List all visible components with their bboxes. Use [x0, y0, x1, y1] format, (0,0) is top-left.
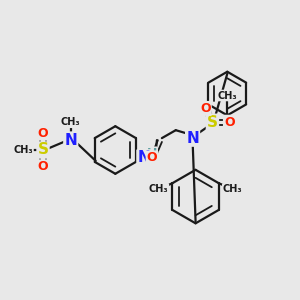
- Text: N: N: [137, 150, 150, 165]
- Text: CH₃: CH₃: [14, 145, 33, 155]
- Text: N: N: [64, 133, 77, 148]
- Text: H: H: [147, 148, 157, 160]
- Text: O: O: [147, 152, 157, 164]
- Text: O: O: [38, 160, 48, 173]
- Text: N: N: [186, 130, 199, 146]
- Text: O: O: [38, 127, 48, 140]
- Text: O: O: [224, 116, 235, 129]
- Text: CH₃: CH₃: [149, 184, 168, 194]
- Text: CH₃: CH₃: [223, 184, 242, 194]
- Text: S: S: [38, 142, 49, 158]
- Text: S: S: [207, 115, 218, 130]
- Text: CH₃: CH₃: [218, 91, 237, 100]
- Text: CH₃: CH₃: [61, 117, 81, 127]
- Text: O: O: [200, 102, 211, 115]
